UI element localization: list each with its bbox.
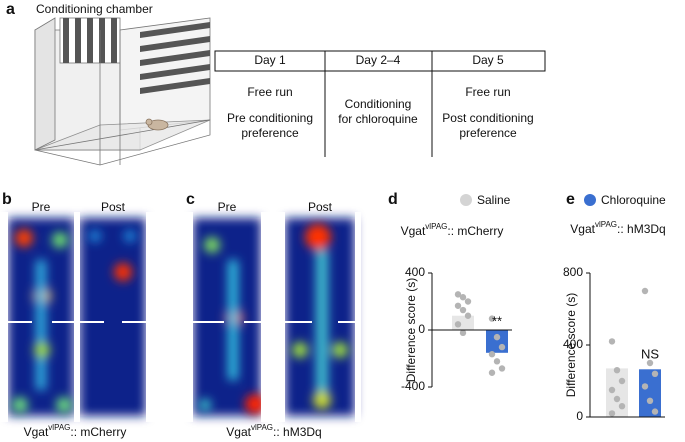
heatmaps [0, 212, 361, 422]
heatmap-header: Pre [32, 200, 51, 214]
y-tick-label: 0 [576, 409, 583, 423]
y-axis-label: Difference score (s) [404, 278, 418, 382]
data-point [498, 343, 506, 351]
heatmap-header: Pre [218, 200, 237, 214]
significance: NS [641, 347, 659, 362]
bar [606, 368, 628, 417]
data-point [454, 302, 462, 309]
data-point [613, 367, 621, 374]
caption-rest: :: hM3Dq [273, 425, 322, 439]
caption-base: Vgat [570, 222, 595, 236]
y-tick-label: 400 [405, 265, 425, 279]
timeline-text: Pre conditioning [227, 111, 313, 125]
chamber-drawing [34, 17, 211, 166]
caption-sup: vlPAG [251, 423, 273, 432]
heatmap-header: Post [308, 200, 333, 214]
data-point [618, 377, 626, 385]
data-point [488, 369, 496, 376]
heatmap-header: Post [101, 200, 126, 214]
caption: VgatvlPAG:: hM3Dq [226, 423, 321, 439]
bar [486, 330, 508, 353]
caption: VgatvlPAG:: mCherry [24, 423, 127, 439]
data-point [459, 306, 467, 314]
timeline-frame [214, 50, 546, 157]
data-point [646, 359, 654, 367]
legend-label: Saline [477, 193, 511, 207]
data-point [608, 338, 616, 345]
data-point [651, 408, 659, 415]
timeline-text: Conditioning [345, 97, 412, 111]
panel-label: d [388, 191, 398, 208]
timeline-text: for chloroquine [338, 112, 418, 126]
data-point [641, 383, 649, 390]
chamber-title: Conditioning chamber [36, 2, 153, 16]
caption-rest: :: hM3Dq [617, 222, 666, 236]
panel-label: e [566, 191, 575, 208]
y-axis-label: Difference score (s) [564, 293, 578, 397]
timeline-text: Free run [465, 85, 510, 99]
data-point [454, 291, 462, 298]
data-point [608, 386, 616, 394]
data-point [493, 358, 501, 365]
data-point [613, 395, 621, 403]
day-label: Day 2–4 [356, 53, 401, 67]
timeline-text: Free run [247, 85, 292, 99]
significance: ** [492, 313, 502, 328]
caption-base: Vgat [401, 224, 426, 238]
data-point [454, 321, 462, 328]
data-point [608, 410, 616, 417]
caption-rest: :: mCherry [70, 425, 126, 439]
caption-sup: vlPAG [425, 222, 447, 231]
timeline-text: preference [241, 126, 299, 140]
data-point [459, 294, 467, 301]
caption: VgatvlPAG:: hM3Dq [570, 220, 665, 236]
caption-sup: vlPAG [48, 423, 70, 432]
legend-label: Chloroquine [601, 193, 666, 207]
bar [639, 369, 661, 417]
data-point [493, 333, 501, 341]
data-point [464, 312, 472, 319]
panel-label: c [186, 191, 195, 208]
caption-rest: :: mCherry [447, 224, 503, 238]
data-point [488, 351, 496, 358]
legend-swatch [584, 194, 596, 206]
caption-base: Vgat [226, 425, 251, 439]
caption-sup: vlPAG [595, 220, 617, 229]
y-tick-label: 400 [563, 337, 583, 351]
day-label: Day 1 [254, 53, 286, 67]
data-point [459, 329, 467, 337]
caption-base: Vgat [24, 425, 49, 439]
panel-label: b [2, 191, 12, 208]
data-point [646, 397, 654, 404]
data-point [618, 403, 626, 410]
caption: VgatvlPAG:: mCherry [401, 222, 504, 238]
data-point [488, 315, 496, 322]
panel-label: a [6, 1, 15, 18]
data-point [651, 370, 659, 377]
day-label: Day 5 [472, 53, 504, 67]
data-point [464, 298, 472, 305]
timeline-text: Post conditioning [442, 111, 533, 125]
data-point [641, 287, 649, 295]
data-point [498, 365, 506, 372]
y-tick-label: -400 [401, 379, 425, 393]
timeline-text: preference [459, 126, 517, 140]
y-tick-label: 800 [563, 265, 583, 279]
legend-swatch [460, 194, 472, 206]
y-tick-label: 0 [418, 322, 425, 336]
